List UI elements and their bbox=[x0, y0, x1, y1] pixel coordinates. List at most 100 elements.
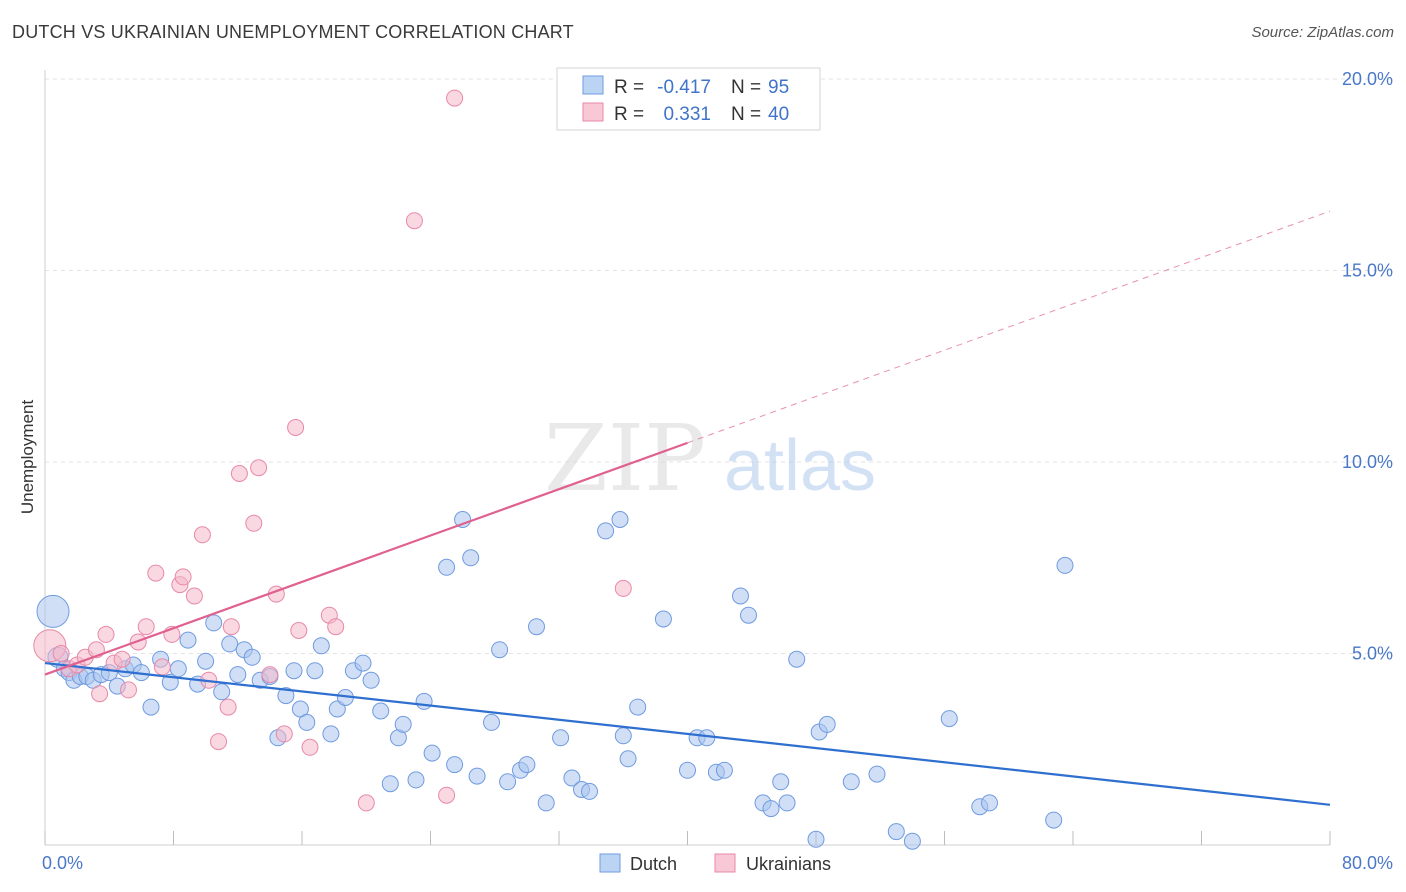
legend-r-label-ukrainians: R = bbox=[614, 104, 644, 125]
point-dutch-92 bbox=[981, 794, 998, 812]
point-dutch-82 bbox=[788, 650, 806, 668]
y-tick-labels: 5.0% 10.0% 15.0% 20.0% bbox=[1342, 69, 1393, 664]
x-tick-labels: 0.0% 80.0% bbox=[42, 853, 1393, 873]
grid-lines bbox=[45, 78, 1392, 654]
trend-line-dutch bbox=[44, 661, 1331, 806]
point-dutch-67 bbox=[614, 727, 632, 745]
point-dutch-36 bbox=[322, 725, 340, 743]
legend-n-value-dutch: 95 bbox=[768, 77, 789, 98]
point-dutch-22 bbox=[213, 683, 231, 701]
point-dutch-37 bbox=[328, 700, 346, 718]
watermark-zip: ZIP bbox=[544, 405, 706, 512]
point-dutch-65 bbox=[597, 522, 615, 540]
axes bbox=[44, 70, 1331, 846]
point-dutch-64 bbox=[581, 782, 598, 800]
bottom-legend-ukrainians: Ukrainians bbox=[746, 854, 831, 874]
point-dutch-58 bbox=[518, 756, 536, 774]
point-dutch-61 bbox=[552, 729, 570, 747]
bottom-legend-swatch-dutch bbox=[599, 853, 621, 873]
point-dutch-24 bbox=[229, 666, 247, 684]
point-ukrainians-10 bbox=[120, 681, 137, 699]
point-ukrainians-34 bbox=[327, 618, 345, 636]
point-dutch-73 bbox=[698, 729, 716, 747]
legend-r-value-ukrainians: 0.331 bbox=[663, 104, 711, 125]
point-dutch-68 bbox=[619, 750, 637, 768]
watermark: ZIP atlas bbox=[544, 405, 876, 512]
point-dutch-21 bbox=[205, 614, 223, 632]
point-dutch-81 bbox=[778, 794, 796, 812]
point-ukrainians-31 bbox=[290, 622, 308, 639]
legend-n-value-ukrainians: 40 bbox=[768, 104, 789, 125]
point-ukrainians-32 bbox=[301, 738, 319, 756]
point-dutch-62 bbox=[563, 769, 581, 787]
point-ukrainians-14 bbox=[153, 658, 171, 676]
point-dutch-45 bbox=[394, 715, 412, 733]
point-ukrainians-38 bbox=[446, 89, 464, 107]
point-dutch-90 bbox=[940, 710, 958, 728]
point-ukrainians-24 bbox=[230, 465, 248, 482]
point-dutch-52 bbox=[462, 549, 480, 567]
point-ukrainians-18 bbox=[185, 587, 203, 605]
chart-title: DUTCH VS UKRAINIAN UNEMPLOYMENT CORRELAT… bbox=[12, 22, 574, 42]
y-tick-label-1: 10.0% bbox=[1342, 452, 1393, 472]
point-dutch-20 bbox=[197, 652, 215, 670]
point-dutch-0 bbox=[36, 594, 70, 628]
point-ukrainians-35 bbox=[357, 794, 375, 812]
point-dutch-41 bbox=[362, 671, 380, 689]
point-dutch-53 bbox=[468, 767, 486, 785]
point-dutch-40 bbox=[354, 654, 372, 672]
point-dutch-54 bbox=[483, 713, 500, 731]
point-ukrainians-23 bbox=[222, 618, 240, 636]
point-dutch-69 bbox=[629, 698, 647, 716]
point-ukrainians-6 bbox=[91, 685, 109, 703]
point-dutch-87 bbox=[868, 765, 886, 783]
source-label: Source: ZipAtlas.com bbox=[1251, 24, 1394, 41]
point-dutch-30 bbox=[277, 687, 295, 705]
point-dutch-88 bbox=[887, 823, 905, 841]
legend-r-value-dutch: -0.417 bbox=[657, 77, 711, 98]
legend-swatch-dutch bbox=[582, 75, 604, 95]
point-dutch-23 bbox=[221, 635, 239, 653]
trend-line-ukrainians bbox=[44, 441, 688, 676]
point-ukrainians-37 bbox=[438, 786, 456, 804]
point-ukrainians-27 bbox=[261, 666, 279, 684]
point-dutch-86 bbox=[842, 773, 860, 791]
legend-n-label-ukrainians: N = bbox=[731, 104, 761, 125]
point-ukrainians-13 bbox=[147, 564, 165, 582]
point-ukrainians-9 bbox=[113, 650, 131, 668]
point-dutch-18 bbox=[179, 631, 197, 649]
point-dutch-79 bbox=[762, 800, 780, 818]
point-ukrainians-26 bbox=[250, 459, 268, 477]
point-dutch-89 bbox=[903, 832, 921, 850]
point-ukrainians-7 bbox=[97, 625, 115, 643]
x-tick-label-max: 80.0% bbox=[1342, 853, 1393, 873]
y-tick-label-3: 20.0% bbox=[1342, 69, 1393, 89]
point-dutch-60 bbox=[537, 794, 555, 812]
data-points bbox=[33, 89, 1074, 850]
point-ukrainians-25 bbox=[245, 514, 263, 532]
x-tick-label-min: 0.0% bbox=[42, 853, 83, 873]
point-dutch-50 bbox=[446, 756, 464, 774]
bottom-legend: Dutch Ukrainians bbox=[599, 853, 831, 874]
point-dutch-56 bbox=[499, 773, 517, 791]
point-ukrainians-12 bbox=[137, 618, 155, 636]
point-dutch-55 bbox=[491, 641, 509, 659]
point-dutch-46 bbox=[407, 771, 425, 789]
y-tick-label-0: 5.0% bbox=[1352, 644, 1393, 664]
point-ukrainians-22 bbox=[219, 698, 237, 716]
point-dutch-85 bbox=[818, 715, 836, 733]
bottom-legend-dutch: Dutch bbox=[630, 854, 677, 874]
point-ukrainians-36 bbox=[405, 212, 423, 230]
point-dutch-71 bbox=[679, 761, 696, 779]
point-ukrainians-19 bbox=[193, 526, 211, 544]
point-dutch-83 bbox=[807, 830, 825, 848]
point-dutch-35 bbox=[312, 637, 330, 655]
point-dutch-17 bbox=[169, 660, 187, 678]
trend-lines bbox=[44, 210, 1331, 806]
point-dutch-70 bbox=[654, 610, 672, 628]
legend-n-label-dutch: N = bbox=[731, 77, 761, 98]
y-tick-label-2: 15.0% bbox=[1342, 261, 1393, 281]
point-dutch-75 bbox=[715, 761, 733, 779]
